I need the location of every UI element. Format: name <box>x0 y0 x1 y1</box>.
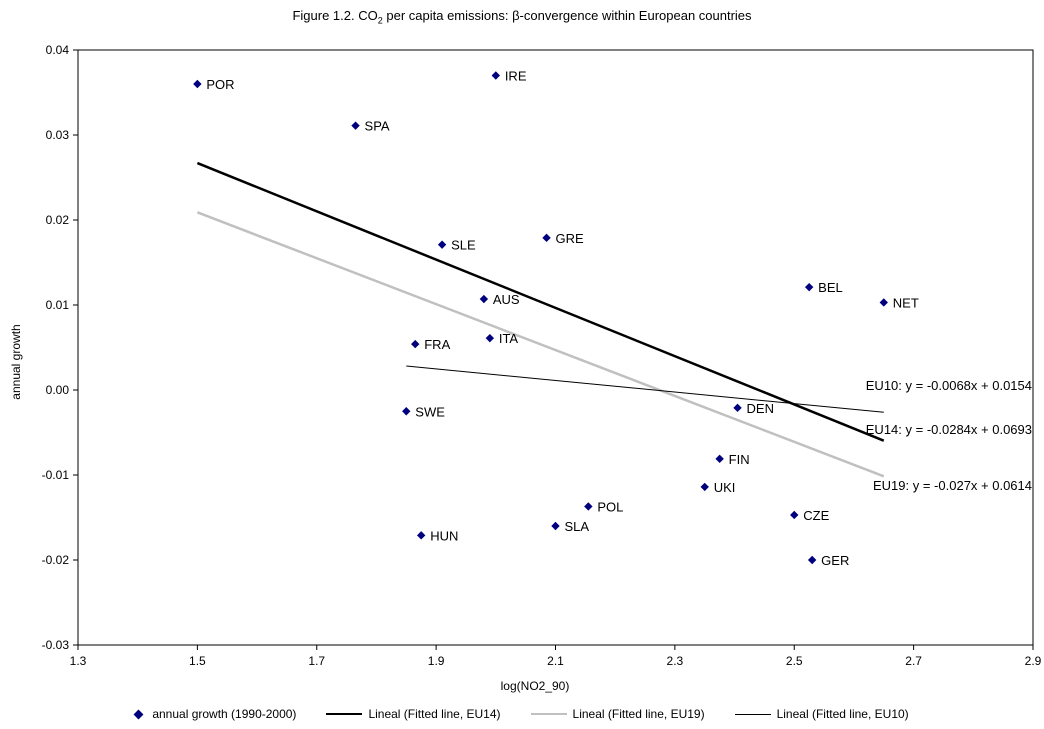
chart-title-prefix: Figure 1.2. CO <box>292 8 378 23</box>
y-tick-label: -0.01 <box>42 468 70 482</box>
data-point-pol <box>584 502 593 511</box>
point-label-fin: FIN <box>729 452 750 467</box>
data-point-den <box>733 403 742 413</box>
y-tick-label: 0.03 <box>46 128 70 142</box>
data-point-bel <box>804 282 814 292</box>
point-label-ire: IRE <box>505 69 527 84</box>
point-label-hun: HUN <box>430 528 458 543</box>
data-point-ita <box>485 333 495 343</box>
legend-line-swatch <box>734 713 771 715</box>
x-tick-label: 2.3 <box>667 654 684 668</box>
point-label-den: DEN <box>747 401 774 416</box>
fit-line-eu19 <box>196 211 885 478</box>
y-tick-label: 0.02 <box>46 213 70 227</box>
chart-title-subscript: 2 <box>377 15 383 26</box>
x-axis-label: log(NO2_90) <box>501 679 570 693</box>
data-point-gre <box>542 233 551 243</box>
point-label-fra: FRA <box>424 337 450 352</box>
legend-item: annual growth (1990-2000) <box>133 707 297 721</box>
point-label-spa: SPA <box>365 119 390 134</box>
data-point-spa <box>351 121 360 130</box>
data-point-hun <box>417 531 426 540</box>
x-tick-label: 1.7 <box>308 654 325 668</box>
data-point-ger <box>807 555 817 565</box>
point-label-sle: SLE <box>451 238 476 253</box>
point-label-por: POR <box>206 77 234 92</box>
x-tick-label: 1.9 <box>428 654 445 668</box>
data-point-cze <box>790 510 799 520</box>
data-point-swe <box>402 407 411 416</box>
legend-line-swatch <box>530 713 567 715</box>
point-label-net: NET <box>893 295 919 310</box>
point-label-ger: GER <box>821 553 849 568</box>
point-label-ita: ITA <box>499 331 519 346</box>
data-point-fin <box>715 454 724 464</box>
data-point-fra <box>411 339 420 349</box>
axes: -0.03 -0.02 -0.01 0.00 0.01 0.02 0.03 0.04 1.3 1.… <box>42 43 1042 668</box>
legend-marker-diamond <box>133 709 144 719</box>
scatter-chart: -0.03 -0.02 -0.01 0.00 0.01 0.02 0.03 0.04 1.3 1.… <box>9 43 1042 693</box>
point-label-uki: UKI <box>714 480 736 495</box>
equation-eu19: EU19: y = -0.027x + 0.0614 <box>873 478 1032 493</box>
x-tick-label: 2.7 <box>905 654 922 668</box>
data-points: POR IRE SPA SLE GRE BEL NET AUS FRA ITA SWE DEN FIN U… <box>193 69 919 568</box>
x-tick-label: 2.5 <box>786 654 803 668</box>
chart-title-suffix: per capita emissions: β-convergence with… <box>382 8 752 23</box>
legend-item: Lineal (Fitted line, EU14) <box>326 707 501 721</box>
data-point-aus <box>479 294 489 304</box>
fit-line-eu14 <box>196 161 885 442</box>
point-label-aus: AUS <box>493 292 520 307</box>
legend-line-swatch <box>326 713 363 715</box>
x-tick-label: 2.9 <box>1025 654 1042 668</box>
fit-lines <box>196 161 885 478</box>
y-tick-label: -0.03 <box>42 638 70 652</box>
point-label-pol: POL <box>597 499 623 514</box>
legend-label: annual growth (1990-2000) <box>152 707 297 721</box>
data-point-net <box>879 298 888 307</box>
x-tick-label: 1.5 <box>189 654 206 668</box>
y-tick-label: -0.02 <box>42 553 70 567</box>
data-point-ire <box>491 71 501 80</box>
y-tick-label: 0.01 <box>46 298 70 312</box>
legend-label: Lineal (Fitted line, EU19) <box>572 707 705 721</box>
legend-label: Lineal (Fitted line, EU10) <box>776 707 909 721</box>
chart-title: Figure 1.2. CO2 per capita emissions: β-… <box>0 8 1044 26</box>
data-point-por <box>193 79 202 89</box>
data-point-sla <box>551 521 560 531</box>
point-label-cze: CZE <box>803 508 829 523</box>
fit-line-eu10 <box>406 365 884 413</box>
equation-labels: EU14: y = -0.0284x + 0.0693 EU19: y = -0.… <box>866 378 1032 493</box>
equation-eu10: EU10: y = -0.0068x + 0.0154 <box>866 378 1032 393</box>
y-tick-label: 0.04 <box>46 43 70 57</box>
legend-item: Lineal (Fitted line, EU19) <box>530 707 705 721</box>
x-tick-label: 2.1 <box>547 654 564 668</box>
point-label-gre: GRE <box>556 231 585 246</box>
point-label-swe: SWE <box>415 404 445 419</box>
point-label-sla: SLA <box>565 519 590 534</box>
plot-area <box>77 49 1034 646</box>
y-tick-label: 0.00 <box>46 383 70 397</box>
point-label-bel: BEL <box>818 280 843 295</box>
y-axis-label: annual growth <box>9 324 23 399</box>
data-point-uki <box>700 482 709 492</box>
legend-label: Lineal (Fitted line, EU14) <box>368 707 501 721</box>
data-point-sle <box>437 240 447 249</box>
legend-item: Lineal (Fitted line, EU10) <box>734 707 909 721</box>
equation-eu14: EU14: y = -0.0284x + 0.0693 <box>866 422 1032 437</box>
x-tick-label: 1.3 <box>70 654 87 668</box>
legend: annual growth (1990-2000) Lineal (Fitted … <box>0 707 1044 721</box>
